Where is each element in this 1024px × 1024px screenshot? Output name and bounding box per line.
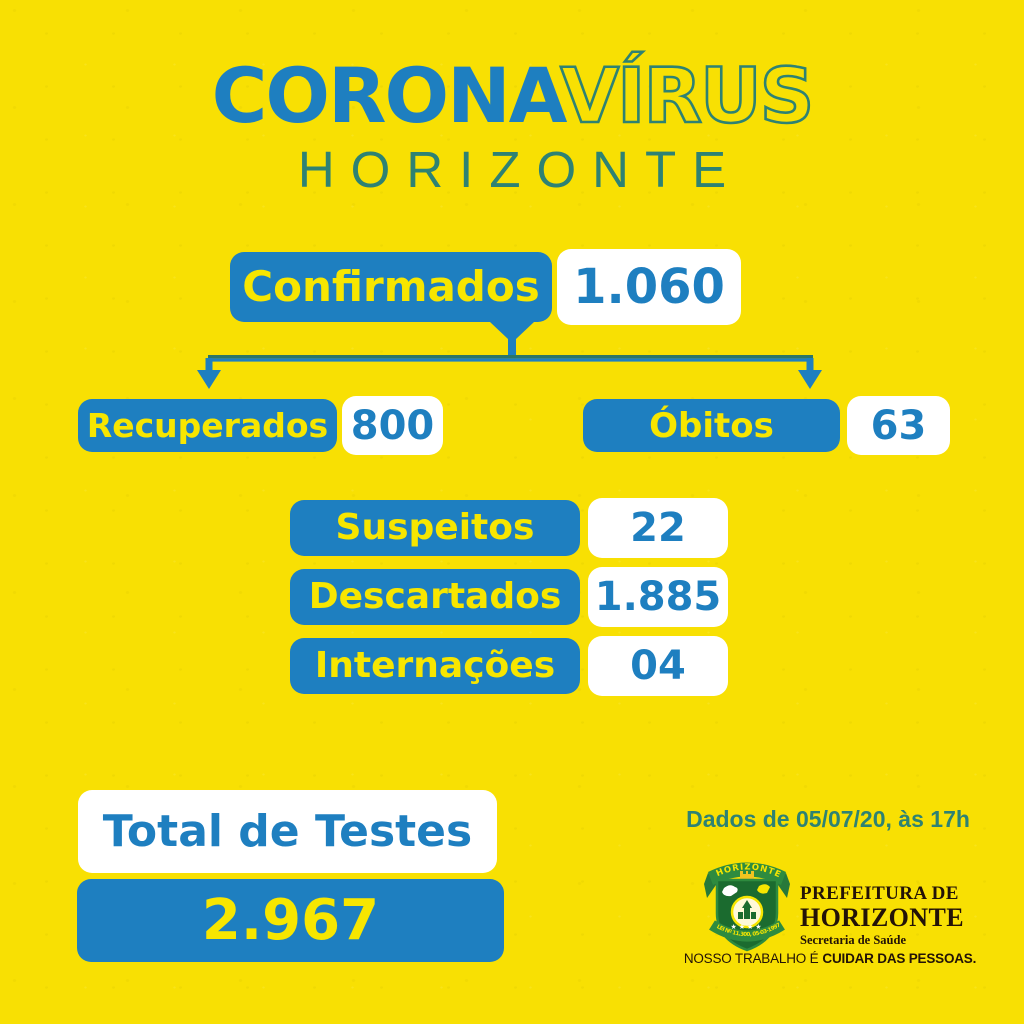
suspeitos-value-box: 22: [588, 498, 728, 558]
total-testes-value-box: 2.967: [77, 879, 504, 962]
internacoes-label-box: Internações: [290, 638, 580, 694]
crest-church-right-wing: [751, 912, 756, 919]
crest-crown: [740, 871, 754, 880]
page-title: CORONAVÍRUS: [0, 56, 1024, 135]
descartados-label-box: Descartados: [290, 569, 580, 625]
crest-bird-icon: [757, 884, 770, 894]
title-subtitle-horizonte: HORIZONTE: [297, 141, 743, 198]
internacoes-value-box: 04: [588, 636, 728, 696]
connector-right-stem: [806, 358, 814, 372]
connector-right-arrowhead: [798, 370, 822, 389]
connector-left-arrowhead: [197, 370, 221, 389]
org-line-horizonte: HORIZONTE: [800, 902, 964, 932]
org-line-secretaria: Secretaria de Saúde: [800, 932, 907, 947]
connector-line-bottom: [208, 358, 813, 362]
confirmados-label-box: Confirmados: [230, 252, 552, 322]
confirmados-value-box: 1.060: [557, 249, 741, 325]
title-virus-outline: VÍRUS: [559, 51, 816, 140]
crest-church-left-wing: [738, 912, 743, 919]
total-testes-label-box: Total de Testes: [78, 790, 497, 873]
org-text-block: PREFEITURA DE HORIZONTE Secretaria de Sa…: [800, 884, 1020, 947]
connector-funnel-arrow: [490, 322, 534, 358]
recuperados-label-box: Recuperados: [78, 399, 337, 452]
obitos-value-box: 63: [847, 396, 950, 455]
hierarchy-connector: [197, 322, 822, 389]
crest-dove-icon: [722, 885, 738, 897]
motto-line: NOSSO TRABALHO É CUIDAR DAS PESSOAS.: [655, 951, 1005, 966]
data-date-note: Dados de 05/07/20, às 17h: [686, 806, 970, 832]
title-corona: CORONA: [211, 51, 563, 140]
obitos-label-box: Óbitos: [583, 399, 840, 452]
motto-bold: CUIDAR DAS PESSOAS.: [822, 951, 977, 966]
crest-law-ribbon: [709, 920, 785, 942]
descartados-value-box: 1.885: [588, 567, 728, 627]
connector-line-top: [208, 355, 813, 359]
suspeitos-label-box: Suspeitos: [290, 500, 580, 556]
motto-regular: NOSSO TRABALHO É: [683, 951, 819, 966]
crest-stars: ★★★★: [730, 923, 763, 931]
recuperados-value-box: 800: [342, 396, 443, 455]
horizonte-crest-logo: HORIZONTE LEI Nº 11.300, 05-03-1997 ★★★★: [704, 862, 790, 952]
crest-church-tower: [744, 907, 750, 919]
org-line-prefeitura: PREFEITURA DE: [800, 883, 959, 904]
connector-left-stem: [205, 358, 213, 372]
crest-church-roof: [742, 900, 752, 908]
